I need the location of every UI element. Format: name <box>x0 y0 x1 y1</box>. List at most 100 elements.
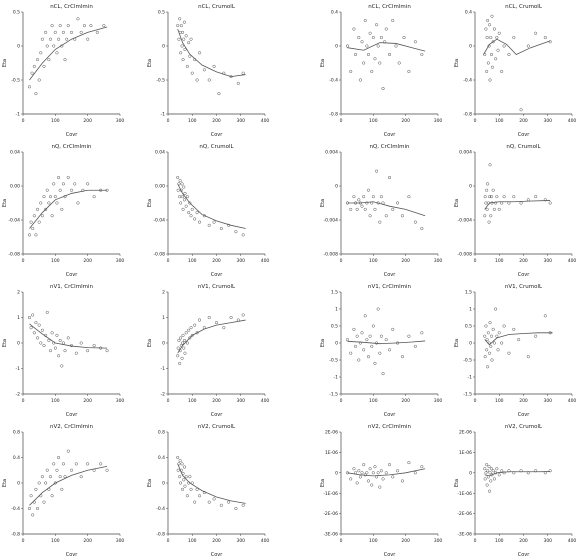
data-point <box>486 365 490 369</box>
data-point <box>207 315 211 320</box>
x-axis-label: Covr <box>66 272 79 278</box>
data-point <box>187 41 191 45</box>
data-point <box>73 182 77 186</box>
data-point <box>34 92 38 96</box>
data-point <box>349 207 353 211</box>
y-axis-label: Eta <box>147 59 153 67</box>
data-point <box>50 331 54 335</box>
x-tick-label: 0 <box>474 118 477 124</box>
data-point <box>490 358 494 362</box>
data-point <box>58 338 62 343</box>
scatter-chart-8: nQ, CrumolL 0 100 200 300 400 -0.008 -0.004 0 0.0… <box>454 144 576 278</box>
data-point <box>368 31 372 35</box>
data-point <box>45 188 49 192</box>
data-point <box>86 182 90 186</box>
data-point <box>352 27 356 31</box>
y-tick-label: 2 <box>17 290 20 296</box>
data-point <box>52 462 56 466</box>
trend-curve <box>347 340 426 345</box>
data-point <box>212 497 216 501</box>
x-tick-label: 400 <box>568 538 577 544</box>
data-point <box>345 338 350 342</box>
chart-title: nV2, CrumolL <box>198 424 236 430</box>
x-tick-label: 200 <box>519 118 528 124</box>
x-tick-label: 200 <box>83 118 92 124</box>
x-tick-label: 200 <box>401 258 410 264</box>
data-point <box>502 195 506 199</box>
data-point <box>193 323 197 327</box>
x-axis-label: Covr <box>211 412 224 418</box>
y-tick-label: 0 <box>17 341 20 347</box>
data-point <box>182 346 186 350</box>
data-point <box>384 471 388 475</box>
y-tick-label: 0.04 <box>10 150 20 156</box>
y-tick-label: 1E-06 <box>325 450 338 456</box>
y-tick-label: -1 <box>161 366 166 372</box>
trend-curve <box>484 200 551 210</box>
data-point <box>485 348 489 352</box>
data-point <box>357 358 361 362</box>
data-point <box>39 341 43 345</box>
x-tick-label: 200 <box>519 398 528 404</box>
data-point <box>491 40 495 44</box>
y-tick-label: 2 <box>162 290 165 296</box>
data-point <box>236 81 240 85</box>
data-point <box>207 223 211 227</box>
data-point <box>485 188 489 192</box>
data-point <box>60 364 64 368</box>
data-point <box>86 349 90 353</box>
y-axis-label: Eta <box>320 339 326 347</box>
y-tick-label: 0 <box>335 341 338 347</box>
trend-curve <box>177 28 246 78</box>
data-point <box>368 334 372 338</box>
x-tick-label: 300 <box>543 118 552 124</box>
data-point <box>485 69 489 74</box>
scatter-chart-9: nV1, CrClmlmin 0 100 200 300 -2 -1 0 1 2 Covr Eta <box>2 284 124 418</box>
y-tick-label: -0.008 <box>323 252 338 258</box>
data-point <box>381 372 385 376</box>
y-tick-label: 2E-06 <box>325 430 338 436</box>
data-point <box>197 318 202 322</box>
data-point <box>357 469 361 473</box>
y-tick-label: -1.5 <box>329 392 338 398</box>
data-point <box>61 462 65 466</box>
data-point <box>182 37 186 41</box>
scatter-chart-1: nCL, CrClmlmin 0 100 200 300 -1 -0.5 0 0.5 Covr Et… <box>2 4 124 138</box>
data-point <box>394 44 398 48</box>
chart-title: nCL, CrumolL <box>505 4 543 10</box>
data-point <box>371 324 375 328</box>
y-tick-label: 0 <box>17 481 20 487</box>
data-point <box>60 487 64 491</box>
data-point <box>517 338 521 342</box>
data-point <box>507 52 511 57</box>
data-point <box>548 201 552 205</box>
x-tick-label: 0 <box>474 258 477 264</box>
x-tick-label: 100 <box>495 118 504 124</box>
data-point <box>176 455 180 460</box>
x-tick-label: 0 <box>167 258 170 264</box>
data-point <box>371 471 375 475</box>
data-point <box>241 503 245 507</box>
y-tick-label: 0.8 <box>13 430 20 436</box>
data-point <box>349 351 353 355</box>
data-point <box>366 52 371 57</box>
data-point <box>184 34 188 38</box>
data-point <box>373 207 377 211</box>
data-point <box>413 344 417 348</box>
data-point <box>500 469 504 473</box>
data-point <box>357 198 361 202</box>
data-point <box>178 459 182 463</box>
y-tick-label: -1E-06 <box>457 491 472 497</box>
data-point <box>241 71 245 75</box>
data-point <box>548 469 552 473</box>
data-point <box>502 324 506 328</box>
data-point <box>63 58 67 62</box>
data-point <box>182 478 186 482</box>
data-point <box>47 58 51 62</box>
data-point <box>378 351 382 355</box>
x-tick-label: 0 <box>340 118 343 124</box>
y-axis-label: Eta <box>2 199 8 207</box>
y-axis-label: Eta <box>454 59 460 67</box>
data-point <box>195 211 199 215</box>
data-point <box>57 37 61 41</box>
